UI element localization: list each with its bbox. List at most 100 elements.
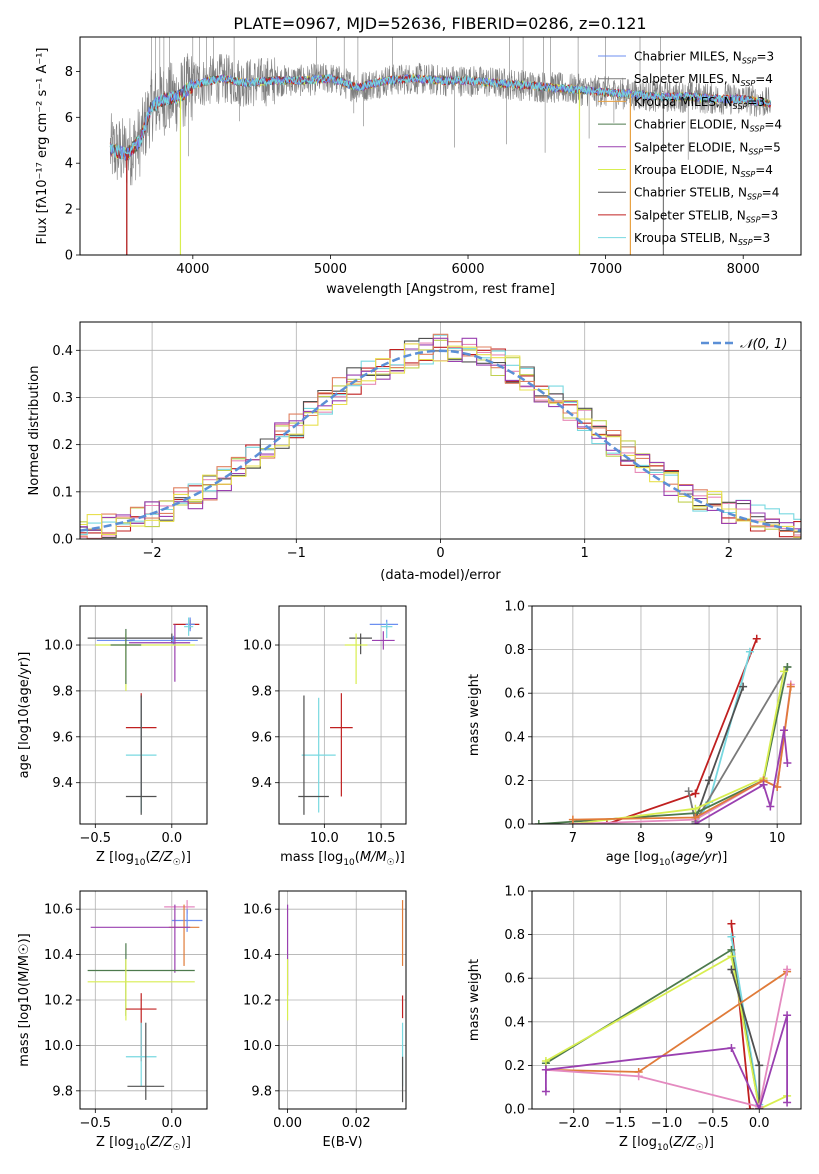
errorbar-points [87,617,203,815]
x-axis-label-italic: Z/Z [150,850,174,865]
x-axis-label-sub: ☉ [387,858,395,868]
legend-label-tail: =3 [756,50,774,64]
y-tick-label: 0.4 [504,1015,525,1030]
legend-label-sub: SSP [742,57,757,66]
x-tick-label: 0.0 [161,831,182,846]
legend-label-sub: SSP [746,215,761,224]
errorbar-point [96,635,198,646]
legend-label-main: Chabrier ELODIE, N [634,118,750,132]
weight-marker [727,919,736,928]
x-axis-label-part: Z [log [96,850,134,865]
errorbar-point [349,633,372,655]
x-tick-label: 9 [705,831,713,846]
y-axis-label: Normed distribution [27,366,42,496]
x-axis-label-part: ( [145,850,150,865]
weight-marker [779,726,788,735]
legend-label: Salpeter MILES, NSSP=4 [634,72,773,88]
y-tick-label: 9.8 [52,684,73,699]
y-tick-label: 10.0 [243,1039,272,1054]
legend-label-sub: SSP [747,193,762,202]
y-tick-label: 0.4 [52,344,73,359]
weight-marker [634,1072,643,1081]
legend-label-sub: SSP [741,170,756,179]
x-axis-label-part: age [log [606,850,659,865]
x-axis-label: Z [log10(Z/Z☉)] [96,1135,191,1153]
x-tick-label: −0.5 [80,831,112,846]
x-tick-label: −0.5 [697,1116,729,1131]
weight_vs_Z-panel: −2.0 −1.5 −1.0 −0.5 0.0 0.0 0.2 0.4 0.6 0.8 1.0 Z [… [467,885,802,1153]
y-tick-label: 1.0 [504,885,525,900]
weight-series [534,634,795,824]
y-tick-label: 9.4 [251,776,272,791]
legend-label: Kroupa ELODIE, NSSP=4 [634,163,773,179]
weight-marker [727,932,736,941]
x-tick-label: 0.0 [749,1116,770,1131]
legend-label-sub: SSP [741,79,756,88]
axes-frame [79,605,208,825]
x-tick-label: 0.02 [342,1116,371,1131]
y-tick-label: 9.8 [251,684,272,699]
x-tick-label: 7 [569,831,577,846]
legend-label-sub: SSP [750,125,765,134]
weight-marker [745,647,754,656]
y-tick-label: 9.6 [52,730,73,745]
errorbar-point [127,1022,165,1100]
legend-label-main: Kroupa STELIB, N [634,231,738,245]
weight-line [730,936,761,1105]
x-tick-label: 10 [769,831,786,846]
residuals-panel: −2 −1 0 1 2 0.0 0.1 0.2 0.3 0.4 (data-model)/error… [27,321,802,583]
weight-marker [541,1057,550,1066]
weight-marker [541,1065,550,1074]
y-tick-label: 0.6 [504,687,525,702]
age_vs_Z-panel: −0.5 0.0 9.4 9.6 9.8 10.0 Z [log10(Z/Z☉)] age [… [17,605,208,868]
histograms [80,333,801,539]
weight-marker [755,1061,764,1070]
errorbar-point [344,633,368,685]
weight-line [545,954,788,1109]
weight-marker [779,667,788,676]
x-axis-label: (data-model)/error [380,568,501,583]
weight-line [545,969,788,1108]
weight-marker [568,815,577,824]
y-tick-label: 10.2 [243,994,272,1009]
x-axis-label-italic: age/yr [675,850,718,865]
x-axis-label-part: )] [181,850,191,865]
legend-label: Chabrier ELODIE, NSSP=4 [634,118,782,134]
weight-marker [783,663,792,672]
legend-label-tail: =3 [753,231,771,245]
y-tick-label: 1.0 [504,600,525,615]
y-tick-label: 9.8 [52,1084,73,1099]
spectrum-panel: 4000 5000 6000 7000 8000 0 2 4 6 8 wavelength [Ang… [35,36,802,297]
x-axis-label-part: Z [log [96,1135,134,1150]
y-tick-label: 0.2 [504,774,525,789]
weight-line [538,666,789,824]
x-axis-label-part: ( [670,850,675,865]
legend-label: 𝒩(0, 1) [740,337,787,352]
y-tick-label: 9.4 [52,776,73,791]
x-tick-label: −1 [287,546,306,561]
x-axis-label-sub: 10 [134,1143,146,1153]
weight-marker [783,1098,792,1107]
errorbar-point [171,909,203,932]
y-tick-label: 10.2 [44,994,73,1009]
y-tick-label: 0.0 [504,1103,525,1118]
legend-label-sub: SSP [748,147,763,156]
x-axis-label-italic: M/M [360,850,387,865]
errorbar-point [369,619,399,629]
legend-label-main: Salpeter MILES, N [634,72,741,86]
errorbar-point [90,904,191,973]
y-tick-label: 0 [65,249,73,264]
histogram-series [80,337,801,531]
legend-label-tail: =3 [760,208,778,222]
weight-marker [727,952,736,961]
x-axis-label-part: )] [717,850,727,865]
y-tick-label: 0.8 [504,643,525,658]
data-spectrum-line [110,37,771,186]
errorbar-point [301,697,336,813]
histogram-series [80,343,801,536]
weight-marker [755,1105,764,1109]
weight-marker [691,789,700,798]
weight-marker [691,804,700,813]
weight-line [572,684,792,824]
